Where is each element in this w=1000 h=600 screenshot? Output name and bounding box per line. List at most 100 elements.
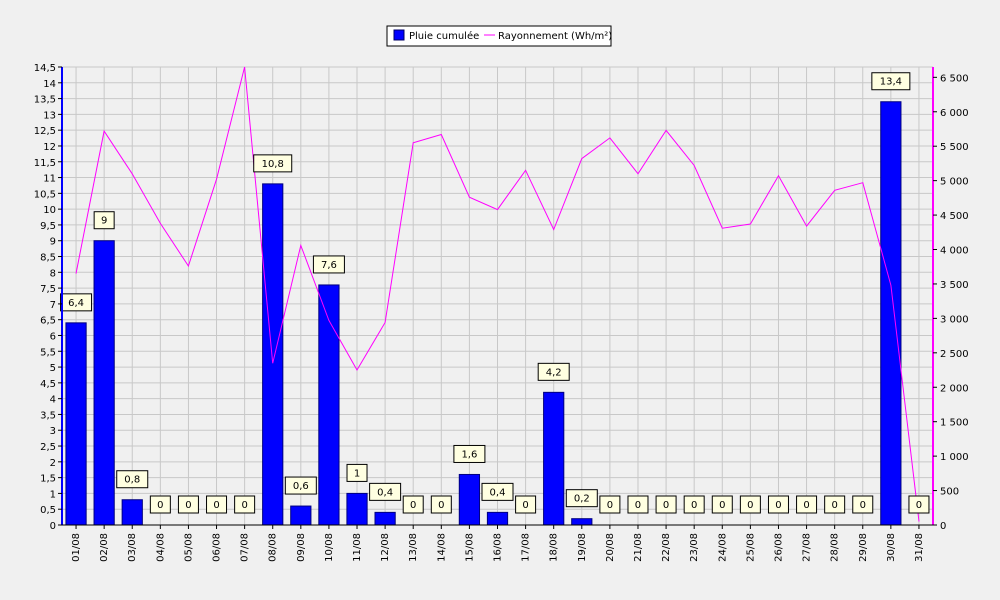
data-label: 6,4 <box>68 298 84 309</box>
data-label: 0 <box>607 500 613 511</box>
x-axis-ticks: 01/08 02/08 03/08 04/08 05/08 06/08 07/08 08/08… <box>71 525 925 562</box>
left-axis-ticks: 00,511,522,533,544,555,566,577,588,599,5… <box>34 63 62 532</box>
right-tick-label: 5 000 <box>940 177 969 188</box>
legend-rain-swatch <box>393 29 405 41</box>
rain-bar <box>571 518 593 526</box>
left-tick-label: 13,5 <box>34 95 56 106</box>
x-tick-label: 30/08 <box>886 533 897 562</box>
left-tick-label: 8,5 <box>40 253 56 264</box>
data-label-box <box>515 495 537 514</box>
data-label-box <box>767 495 789 514</box>
rain-bar <box>290 505 312 526</box>
data-label: 0 <box>241 500 247 511</box>
right-tick-label: 3 500 <box>940 280 969 291</box>
data-label: 0 <box>803 500 809 511</box>
rain-bar <box>880 101 902 526</box>
x-tick-label: 08/08 <box>268 533 279 562</box>
data-label: 0 <box>663 500 669 511</box>
rain-bar <box>374 511 396 526</box>
data-label: 0,4 <box>490 487 506 498</box>
left-tick-label: 2 <box>50 458 56 469</box>
data-label-box <box>116 470 149 489</box>
data-label-box <box>149 495 171 514</box>
data-label-box <box>60 293 93 312</box>
data-label-box <box>852 495 874 514</box>
grid <box>62 66 933 525</box>
data-label: 0,8 <box>124 475 140 486</box>
x-tick-label: 31/08 <box>914 533 925 562</box>
data-label-box <box>871 72 911 91</box>
x-tick-label: 21/08 <box>633 533 644 562</box>
right-tick-label: 0 <box>940 521 946 532</box>
right-tick-label: 6 000 <box>940 108 969 119</box>
x-tick-label: 16/08 <box>493 533 504 562</box>
data-label: 4,2 <box>546 367 562 378</box>
left-tick-label: 4,5 <box>40 379 56 390</box>
rain-bar <box>65 322 87 526</box>
rain-bars <box>65 101 902 526</box>
data-label-box <box>346 463 368 482</box>
right-tick-label: 1 500 <box>940 418 969 429</box>
x-tick-label: 13/08 <box>408 533 419 562</box>
data-label: 0,2 <box>574 494 590 505</box>
x-tick-label: 14/08 <box>436 533 447 562</box>
data-label-box <box>537 362 570 381</box>
x-tick-label: 07/08 <box>240 533 251 562</box>
left-tick-label: 12 <box>43 142 56 153</box>
data-label: 0 <box>916 500 922 511</box>
x-tick-label: 22/08 <box>661 533 672 562</box>
data-label-box <box>627 495 649 514</box>
data-label-box <box>908 495 930 514</box>
data-label: 0 <box>213 500 219 511</box>
x-tick-label: 18/08 <box>549 533 560 562</box>
rain-bar <box>346 492 368 526</box>
left-tick-label: 1,5 <box>40 474 56 485</box>
data-labels: 6,4 9 0,8 0 0 0 0 10,8 0,6 7,6 1 0,4 0 0 1,6 0,4 0 4,2 0,2… <box>60 72 930 514</box>
right-tick-label: 3 000 <box>940 314 969 325</box>
data-label: 0,6 <box>293 481 309 492</box>
data-label: 0 <box>747 500 753 511</box>
data-label: 0 <box>635 500 641 511</box>
left-tick-label: 8 <box>50 268 56 279</box>
right-tick-label: 4 500 <box>940 211 969 222</box>
left-tick-label: 4 <box>50 395 56 406</box>
left-tick-label: 7 <box>50 300 56 311</box>
legend: Pluie cumulée Rayonnement (Wh/m²) <box>386 25 612 47</box>
left-tick-label: 10,5 <box>34 189 56 200</box>
data-label-box <box>369 482 402 501</box>
data-label: 0 <box>157 500 163 511</box>
data-label-box <box>312 255 345 274</box>
data-label: 0 <box>719 500 725 511</box>
data-label: 0 <box>522 500 528 511</box>
right-tick-label: 2 000 <box>940 383 969 394</box>
data-label: 1,6 <box>461 449 477 460</box>
x-tick-label: 05/08 <box>183 533 194 562</box>
left-tick-label: 3 <box>50 426 56 437</box>
x-tick-label: 20/08 <box>605 533 616 562</box>
radiation-line <box>75 66 920 522</box>
data-label: 0,4 <box>377 487 393 498</box>
data-label-box <box>206 495 228 514</box>
data-label-box <box>599 495 621 514</box>
data-label: 0 <box>775 500 781 511</box>
x-tick-label: 19/08 <box>577 533 588 562</box>
x-tick-label: 28/08 <box>830 533 841 562</box>
data-label: 7,6 <box>321 260 337 271</box>
x-tick-label: 29/08 <box>858 533 869 562</box>
x-tick-label: 01/08 <box>71 533 82 562</box>
data-label-box <box>234 495 256 514</box>
right-tick-label: 1 000 <box>940 452 969 463</box>
data-label: 0 <box>831 500 837 511</box>
x-tick-label: 03/08 <box>127 533 138 562</box>
data-label-box <box>430 495 452 514</box>
right-tick-label: 5 500 <box>940 142 969 153</box>
left-tick-label: 14 <box>43 79 56 90</box>
data-label-box <box>177 495 199 514</box>
left-tick-label: 5,5 <box>40 347 56 358</box>
data-label: 0 <box>860 500 866 511</box>
x-tick-label: 15/08 <box>464 533 475 562</box>
legend-box <box>386 25 612 47</box>
data-label: 1 <box>354 468 360 479</box>
x-tick-label: 06/08 <box>212 533 223 562</box>
